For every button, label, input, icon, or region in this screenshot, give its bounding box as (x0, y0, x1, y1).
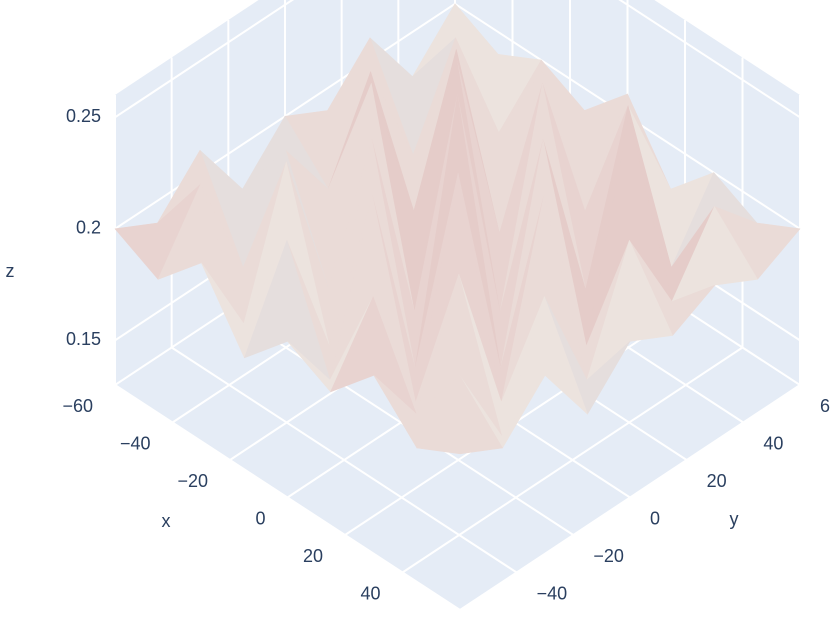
x-axis-title: x (162, 511, 171, 531)
grid-line (618, 0, 801, 119)
grid-line (114, 0, 295, 119)
x-tick-label: 0 (255, 508, 265, 528)
y-axis-title: y (730, 509, 739, 529)
x-tick-label: 20 (303, 546, 323, 566)
z-axis-title: z (6, 261, 15, 281)
grid-line (171, 346, 518, 574)
y-tick-label: −40 (537, 583, 568, 603)
y-tick-label: 0 (650, 508, 660, 528)
surface-cell (416, 374, 503, 455)
y-tick-label: −20 (593, 546, 624, 566)
x-tick-label: −20 (177, 471, 208, 491)
x-tick-label: −40 (120, 433, 151, 453)
z-tick-label: 0.2 (76, 218, 101, 238)
grid-line (114, 384, 461, 611)
grid-line (227, 309, 574, 536)
y-tick-label: 60 (820, 396, 830, 416)
x-tick-label: 40 (360, 583, 380, 603)
y-tick-label: 20 (707, 471, 727, 491)
y-tick-label: 40 (763, 433, 783, 453)
z-tick-label: 0.15 (66, 329, 101, 349)
x-tick-label: −60 (62, 396, 93, 416)
z-tick-label: 0.25 (66, 106, 101, 126)
